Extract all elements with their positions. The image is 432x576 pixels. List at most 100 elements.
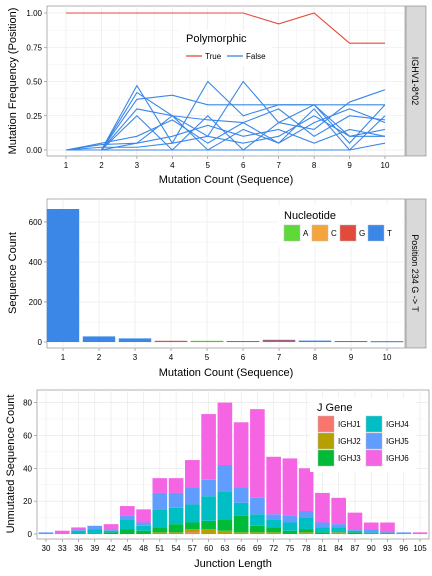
x-tick-label: 8: [312, 161, 317, 170]
bar-ighj4-36: [71, 530, 86, 534]
y-axis-label: Mutation Frequency (Position): [7, 8, 19, 155]
legend-title: Nucleotide: [284, 210, 336, 222]
bar-t-1: [46, 209, 80, 342]
bar-ighj2-54: [168, 532, 184, 534]
bar-ighj6-63: [217, 402, 233, 465]
y-axis-label: Sequence Count: [7, 232, 19, 314]
bar-ighj4-48: [136, 525, 151, 531]
bar-ighj4-81: [315, 527, 330, 533]
y-axis-label: Unmutated Sequence Count: [5, 395, 17, 534]
bar-ighj5-54: [168, 492, 184, 508]
x-tick-label: 5: [205, 353, 210, 362]
bar-ighj4-90: [363, 532, 379, 534]
x-tick-label: 75: [285, 544, 294, 553]
bar-ighj5-39: [87, 525, 103, 530]
legend-label-ighj6: IGHJ6: [386, 454, 409, 463]
x-axis-label: Mutation Count (Sequence): [159, 174, 294, 186]
legend-label-ighj3: IGHJ3: [338, 454, 361, 463]
bar-g-9: [334, 341, 368, 342]
x-tick-label: 33: [58, 544, 67, 553]
x-tick-label: 60: [204, 544, 213, 553]
bar-t-7: [262, 340, 296, 342]
legend-title: Polymorphic: [186, 33, 247, 45]
bar-ighj4-84: [331, 527, 347, 533]
junction-length-panel: 30 33 36 39 42 45 48 51 54 57 60 63 66 69 72 75 78 81 84 87…: [5, 389, 430, 570]
bar-ighj6-45: [119, 506, 135, 516]
bar-ighj5-96: [396, 532, 412, 534]
x-tick-label: 3: [133, 353, 138, 362]
x-tick-label: 9: [347, 161, 352, 170]
x-tick-label: 2: [99, 161, 104, 170]
y-tick-label: 1.00: [26, 9, 42, 18]
legend-key-ighj5: [365, 432, 383, 450]
bar-ighj3-69: [250, 525, 265, 533]
legend-key-ighj4: [365, 415, 383, 433]
x-tick-label: 10: [381, 161, 390, 170]
bar-ighj2-51: [152, 532, 168, 534]
x-tick-label: 78: [302, 544, 311, 553]
mutation-frequency-panel: 1 2 3 4 5 6 7 8 9 10 0.00 0.25 0.50 0.75 1.00 IGHV1-8…: [7, 5, 427, 186]
bar-ighj2-57: [185, 529, 200, 533]
x-tick-label: 30: [42, 544, 51, 553]
facet-strip: [405, 5, 427, 157]
bar-ighj5-30: [38, 532, 54, 534]
y-tick-label: 40: [23, 464, 32, 473]
legend-label-g: G: [359, 229, 365, 238]
y-tick-label: 0.25: [26, 112, 42, 121]
legend-label-ighj5: IGHJ5: [386, 437, 409, 446]
y-tick-label: 400: [29, 258, 43, 267]
legend-label-ighj2: IGHJ2: [338, 437, 361, 446]
bar-ighj6-36: [71, 527, 86, 530]
bar-t-3: [118, 338, 152, 342]
bar-ighj6-60: [201, 414, 216, 480]
bar-ighj3-63: [217, 519, 233, 531]
series-line-false: [66, 142, 386, 151]
bar-ighj6-42: [103, 524, 119, 530]
bar-ighj5-84: [331, 524, 347, 528]
series-line-false: [66, 108, 386, 151]
bar-g-7: [262, 339, 296, 341]
facet-strip-label: IGHV1-8*02: [410, 57, 420, 106]
y-tick-label: 200: [29, 298, 43, 307]
bar-ighj6-84: [331, 497, 347, 525]
x-tick-label: 54: [172, 544, 181, 553]
x-tick-label: 48: [139, 544, 148, 553]
x-tick-label: 63: [220, 544, 229, 553]
y-tick-label: 20: [23, 497, 32, 506]
bar-ighj4-66: [233, 502, 249, 516]
legend-key-t: [367, 224, 385, 242]
x-tick-label: 5: [206, 161, 211, 170]
bar-ighj4-75: [282, 522, 298, 531]
bar-ighj6-105: [412, 532, 428, 534]
legend-title: J Gene: [317, 402, 352, 414]
legend-key-c: [311, 224, 329, 242]
x-tick-label: 6: [241, 161, 246, 170]
bar-ighj2-69: [250, 532, 265, 534]
bar-ighj3-81: [315, 532, 330, 534]
bar-ighj5-81: [315, 522, 330, 528]
bar-ighj3-66: [233, 515, 249, 533]
bar-ighj3-75: [282, 530, 298, 534]
legend-key-ighj6: [365, 449, 383, 467]
x-tick-label: 57: [188, 544, 197, 553]
bar-a-5: [190, 340, 224, 342]
y-tick-label: 0.00: [26, 146, 42, 155]
y-tick-label: 60: [23, 431, 32, 440]
x-tick-label: 3: [135, 161, 140, 170]
bar-t-2: [82, 336, 116, 342]
bar-ighj5-66: [233, 488, 249, 503]
x-tick-label: 42: [107, 544, 116, 553]
legend-key-ighj1: [317, 415, 335, 433]
bar-g-10: [370, 341, 404, 342]
bar-ighj2-84: [331, 532, 347, 534]
bar-ighj4-60: [201, 496, 216, 521]
x-tick-label: 87: [351, 544, 360, 553]
bar-ighj3-72: [266, 527, 281, 533]
bar-ighj3-42: [103, 532, 119, 534]
bar-ighj6-90: [363, 522, 379, 530]
legend-background: [180, 30, 272, 66]
x-tick-label: 6: [241, 353, 246, 362]
bar-ighj3-51: [152, 527, 168, 533]
bar-ighj5-63: [217, 465, 233, 492]
